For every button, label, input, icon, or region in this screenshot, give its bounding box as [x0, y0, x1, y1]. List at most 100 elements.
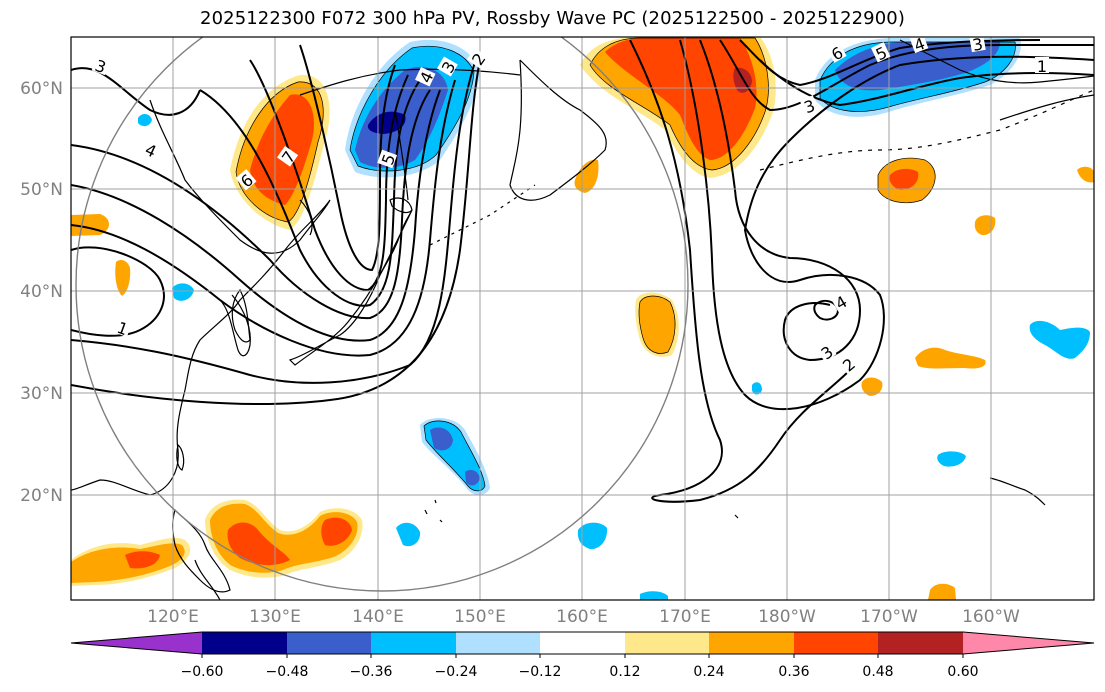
colorbar-cell — [794, 632, 878, 654]
positive-anomaly — [1077, 166, 1094, 183]
pv-contour — [71, 61, 476, 384]
contour-label: 3 — [969, 34, 986, 55]
coastline — [194, 559, 221, 600]
positive-anomaly — [889, 168, 919, 190]
coastline — [389, 197, 413, 214]
colorbar-cell-under — [71, 632, 202, 654]
colorbar-cell-over — [963, 632, 1094, 654]
longitude-labels: 120°E 130°E 140°E 150°E 160°E 170°E 180°… — [147, 607, 1020, 627]
lat-label: 60°N — [20, 79, 63, 99]
pv-contour — [759, 59, 1094, 107]
coastline — [288, 209, 413, 366]
positive-anomaly — [125, 551, 160, 569]
coastline — [429, 184, 536, 246]
coastline — [989, 477, 1046, 506]
contour-label: 4 — [909, 34, 929, 55]
positive-anomaly — [639, 296, 676, 354]
contour-label: 4 — [141, 139, 161, 161]
negative-anomaly — [752, 382, 762, 395]
map-frame — [70, 36, 1095, 601]
colorbar-cell — [202, 632, 287, 654]
pv-contour — [813, 299, 840, 321]
contour-label: 1 — [1035, 57, 1049, 76]
pv-contour — [71, 89, 431, 320]
colorbar-cell — [371, 632, 456, 654]
negative-anomaly — [577, 522, 608, 550]
positive-anomaly — [321, 517, 352, 546]
coastline — [999, 94, 1094, 121]
contour-label: 3 — [91, 55, 111, 77]
lon-label: 120°E — [147, 607, 199, 627]
pv-contour — [71, 246, 165, 337]
pv-contour — [719, 39, 1094, 112]
negative-anomaly — [430, 427, 453, 451]
positive-anomaly — [115, 260, 131, 296]
negative-anomaly — [1029, 320, 1090, 359]
positive-anomaly — [574, 159, 599, 193]
negative-anomaly — [172, 283, 194, 301]
coastline — [899, 39, 1094, 84]
contour-label: 4 — [830, 290, 851, 313]
colorbar-cell — [709, 632, 794, 654]
coastline — [509, 59, 607, 201]
colorbar-tick-label: −0.60 — [181, 664, 224, 680]
colorbar-cell — [540, 632, 625, 654]
lon-label: 160°W — [962, 607, 1020, 627]
pv-contour — [71, 89, 441, 342]
lon-label: 170°E — [659, 607, 711, 627]
svg-text:1: 1 — [1037, 57, 1047, 76]
colorbar-cell — [878, 632, 963, 654]
pv-contour — [679, 39, 1094, 411]
colorbar-tick-label: −0.36 — [350, 664, 393, 680]
negative-anomaly — [138, 114, 152, 127]
coastline — [172, 508, 231, 593]
coastline — [176, 443, 185, 471]
lon-label: 170°W — [860, 607, 918, 627]
negative-anomaly — [465, 470, 480, 486]
pv-contour — [199, 79, 421, 307]
pv-contour — [299, 44, 396, 272]
contour-label: 5 — [377, 149, 399, 169]
lon-label: 180°W — [758, 607, 816, 627]
coastline — [299, 68, 521, 96]
positive-anomaly — [915, 347, 986, 369]
svg-text:3: 3 — [971, 34, 984, 54]
positive-anomaly — [974, 215, 996, 236]
coastline — [219, 294, 251, 357]
lon-label: 150°E — [454, 607, 506, 627]
contour-label: 6 — [826, 41, 847, 64]
region-circle — [75, 37, 689, 592]
contour-label: 4 — [415, 67, 437, 87]
contour-label: 5 — [871, 42, 891, 64]
colorbar-cell — [456, 632, 540, 654]
colorbar-tick-label: 0.60 — [947, 664, 978, 680]
colorbar-tick-label: 0.12 — [609, 664, 640, 680]
map-content: 3 4 6 7 5 4 3 2 1 6 5 4 3 1 3 4 3 2 — [71, 34, 1094, 600]
coastline — [424, 499, 739, 523]
coastline — [231, 288, 251, 343]
positive-anomaly — [71, 543, 185, 583]
contour-label: 3 — [436, 56, 459, 77]
latitude-labels: 60°N 50°N 40°N 30°N 20°N — [20, 79, 63, 506]
lat-label: 50°N — [20, 180, 63, 200]
coastline — [299, 199, 313, 236]
colorbar-tick-label: 0.24 — [693, 664, 724, 680]
colorbar-tick-label: 0.48 — [862, 664, 893, 680]
positive-anomaly — [928, 583, 956, 600]
positive-anomaly — [227, 522, 290, 566]
coastline — [394, 109, 409, 201]
colorbar-tick-label: −0.24 — [435, 664, 478, 680]
lon-label: 140°E — [352, 607, 404, 627]
colorbar-cell — [287, 632, 371, 654]
pv-contour — [699, 39, 862, 362]
negative-anomaly — [937, 451, 966, 467]
positive-anomaly — [861, 377, 883, 396]
lat-label: 40°N — [20, 282, 63, 302]
negative-anomaly — [640, 591, 668, 600]
lat-label: 30°N — [20, 384, 63, 404]
map-title: 2025122300 F072 300 hPa PV, Rossby Wave … — [200, 8, 905, 29]
svg-text:4: 4 — [911, 34, 927, 55]
lon-label: 130°E — [249, 607, 301, 627]
contour-label: 1 — [113, 317, 133, 339]
